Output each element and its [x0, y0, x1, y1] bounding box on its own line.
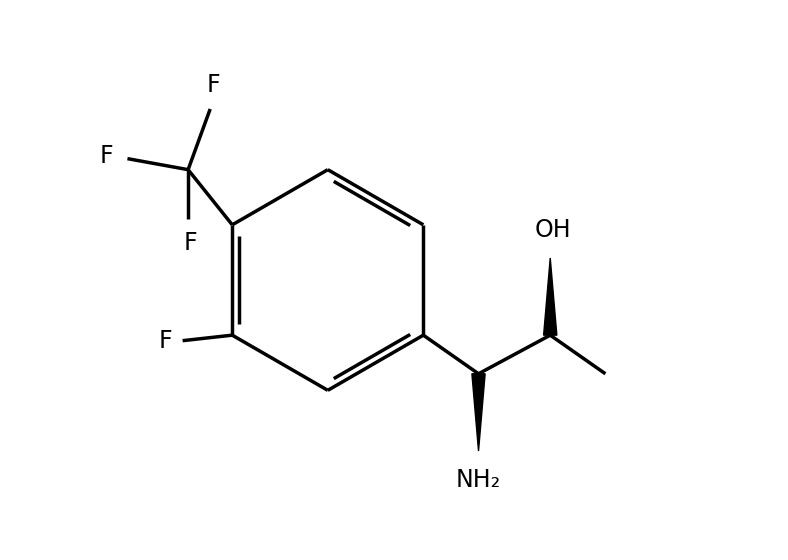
- Text: NH₂: NH₂: [456, 468, 501, 492]
- Text: F: F: [206, 73, 220, 97]
- Text: F: F: [159, 329, 173, 353]
- Text: F: F: [184, 231, 198, 255]
- Polygon shape: [472, 374, 485, 451]
- Text: F: F: [100, 144, 113, 168]
- Polygon shape: [544, 258, 557, 335]
- Text: OH: OH: [535, 218, 571, 242]
